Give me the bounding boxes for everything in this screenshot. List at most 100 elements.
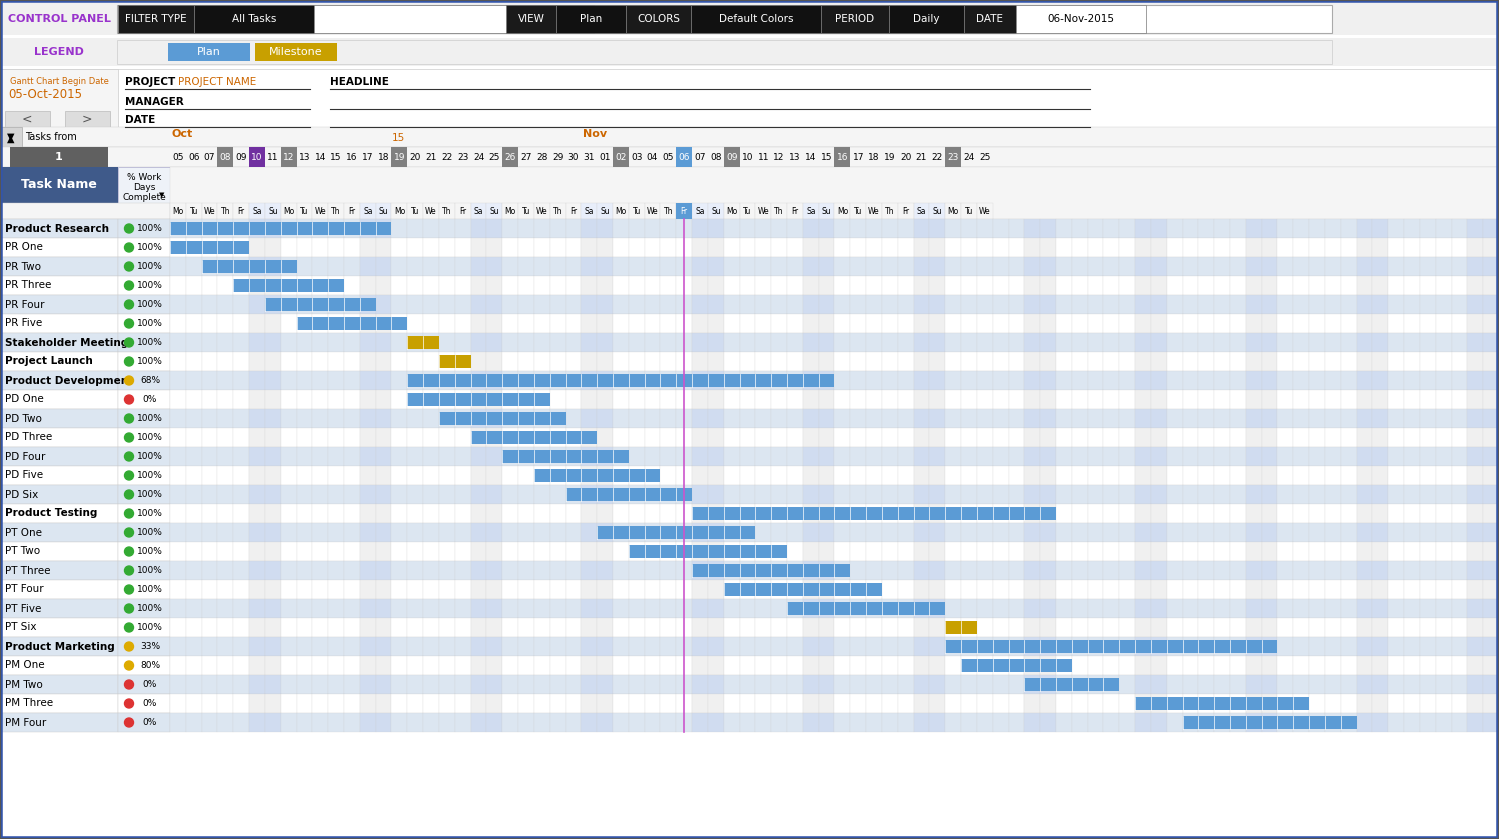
Bar [297, 390, 312, 409]
Bar [1151, 599, 1166, 618]
Bar [835, 675, 850, 694]
Bar [1135, 485, 1151, 504]
Bar [913, 371, 929, 390]
Bar [345, 713, 360, 732]
Text: 100%: 100% [136, 471, 163, 480]
Bar [534, 561, 550, 580]
Bar [821, 5, 889, 33]
Bar [391, 238, 408, 257]
Bar [1055, 257, 1072, 276]
Bar [169, 257, 186, 276]
Bar [328, 409, 345, 428]
Bar [186, 656, 202, 675]
Text: 30: 30 [568, 153, 579, 161]
Bar [787, 504, 803, 523]
Bar [881, 599, 898, 618]
Bar [1088, 352, 1103, 371]
Bar [803, 257, 818, 276]
Bar [186, 390, 202, 409]
Bar [64, 111, 109, 127]
Bar [502, 333, 519, 352]
Bar [249, 371, 265, 390]
Bar [550, 203, 565, 219]
Bar [881, 352, 898, 371]
Bar [1388, 409, 1405, 428]
Bar [565, 428, 582, 447]
Bar [280, 599, 297, 618]
Bar [866, 618, 881, 637]
Bar [929, 561, 946, 580]
Bar [1072, 295, 1088, 314]
Bar [1231, 561, 1246, 580]
Bar [202, 238, 217, 257]
Bar [613, 314, 628, 333]
Bar [265, 238, 280, 257]
Bar [550, 561, 565, 580]
Bar [565, 580, 582, 599]
Bar [1277, 333, 1294, 352]
Bar [724, 583, 881, 596]
Bar [1231, 599, 1246, 618]
Bar [1088, 713, 1103, 732]
Bar [454, 637, 471, 656]
Bar [850, 219, 866, 238]
Bar [661, 713, 676, 732]
Bar [1120, 447, 1135, 466]
Bar [1483, 675, 1499, 694]
Bar [376, 447, 391, 466]
Bar [1135, 713, 1151, 732]
Text: ▼: ▼ [159, 192, 165, 198]
Bar [280, 637, 297, 656]
Bar [913, 694, 929, 713]
Bar [929, 713, 946, 732]
Bar [803, 656, 818, 675]
Bar [1088, 257, 1103, 276]
Bar [550, 485, 565, 504]
Bar [280, 203, 297, 219]
Bar [454, 694, 471, 713]
Bar [818, 637, 835, 656]
Bar [597, 504, 613, 523]
Bar [280, 257, 297, 276]
Bar [376, 352, 391, 371]
Bar [454, 542, 471, 561]
Text: Tu: Tu [744, 206, 751, 216]
Bar [217, 238, 234, 257]
Bar [217, 203, 234, 219]
Bar [724, 485, 739, 504]
Bar [487, 466, 502, 485]
Bar [1388, 694, 1405, 713]
Bar [202, 276, 217, 295]
Text: 100%: 100% [136, 490, 163, 499]
Bar [1072, 314, 1088, 333]
Bar [1262, 542, 1277, 561]
Bar [739, 675, 755, 694]
Bar [613, 485, 628, 504]
Text: Th: Th [220, 206, 231, 216]
Bar [661, 675, 676, 694]
Bar [234, 279, 345, 292]
Bar [628, 371, 645, 390]
Bar [297, 203, 312, 219]
Bar [693, 219, 708, 238]
Bar [1198, 466, 1214, 485]
Bar [487, 371, 502, 390]
Bar [1151, 276, 1166, 295]
Text: PM Four: PM Four [4, 717, 46, 727]
Bar [661, 203, 676, 219]
Text: PT Five: PT Five [4, 603, 42, 613]
Bar [597, 295, 613, 314]
Bar [977, 333, 992, 352]
Bar [1436, 371, 1451, 390]
Bar [755, 504, 770, 523]
Bar [1183, 390, 1198, 409]
Text: Mo: Mo [615, 206, 627, 216]
Bar [312, 295, 328, 314]
Bar [1357, 314, 1373, 333]
Bar [0, 713, 118, 732]
Bar [582, 561, 597, 580]
Bar [1325, 295, 1340, 314]
Bar [850, 314, 866, 333]
Bar [1309, 561, 1325, 580]
Bar [755, 713, 770, 732]
